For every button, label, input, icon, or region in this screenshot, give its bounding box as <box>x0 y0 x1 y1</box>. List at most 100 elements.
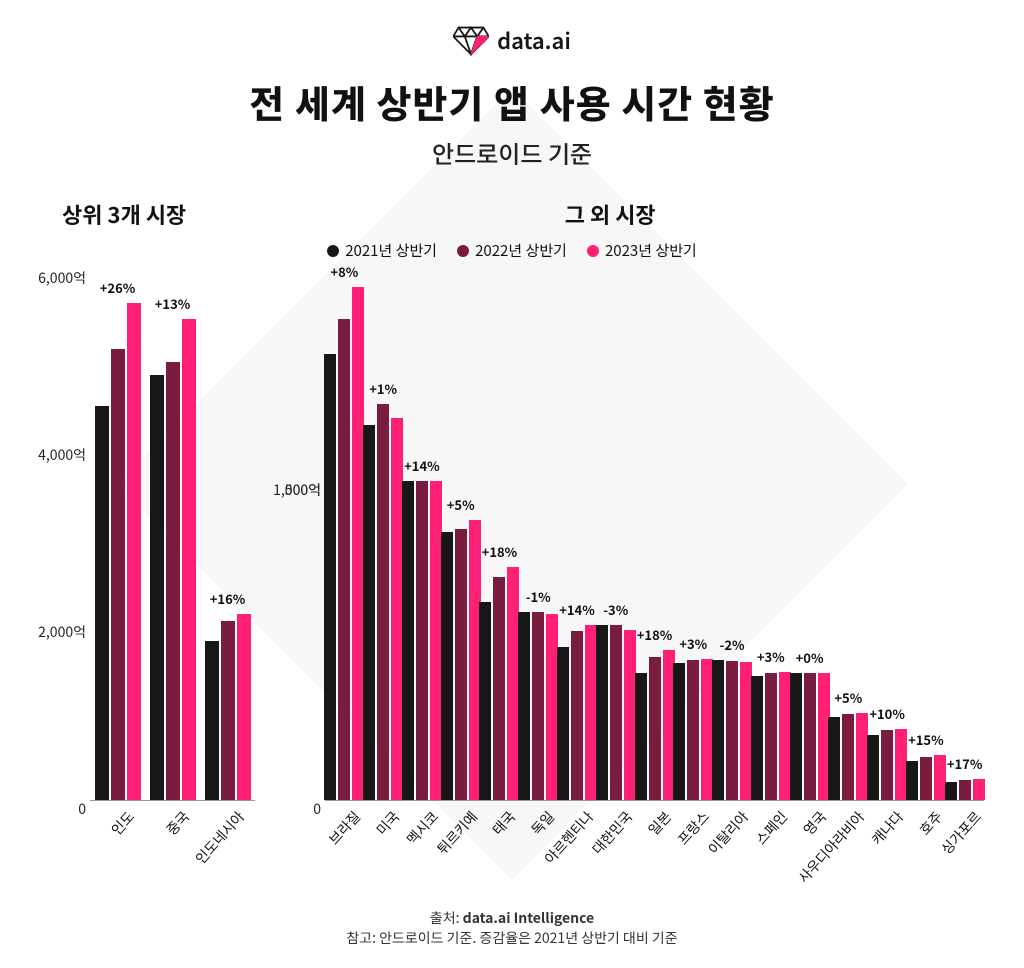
bar <box>324 354 336 800</box>
pct-label: +16% <box>198 589 258 608</box>
bar <box>338 319 350 800</box>
bar <box>867 735 879 800</box>
pct-label: +10% <box>857 704 917 723</box>
bar <box>182 319 196 800</box>
infographic: data.ai 전 세계 상반기 앱 사용 시간 현황 안드로이드 기준 상위 … <box>0 0 1024 968</box>
brand-label: data.ai <box>497 24 571 56</box>
x-label: 스페인 <box>751 807 792 849</box>
legend-label: 2021년 상반기 <box>345 240 437 261</box>
legend-dot <box>587 245 599 257</box>
y-tick-label: 1,000억 <box>265 480 321 500</box>
bar <box>765 673 777 800</box>
x-label: 튀르키예 <box>432 807 481 859</box>
bar-group <box>828 713 868 800</box>
bar <box>842 714 854 800</box>
bar <box>596 625 608 800</box>
right-section-label: 그 외 시장 <box>565 198 656 230</box>
x-label: 영국 <box>798 807 830 840</box>
bar <box>790 673 802 800</box>
pct-label: +17% <box>935 754 995 773</box>
bar <box>416 481 428 800</box>
bar <box>828 717 840 800</box>
bar-group <box>712 660 752 800</box>
x-label: 캐나다 <box>867 807 908 849</box>
bar <box>959 780 971 800</box>
bar-group <box>205 614 251 800</box>
bar <box>687 660 699 800</box>
bar <box>881 730 893 800</box>
footer: 출처: data.ai Intelligence 참고: 안드로이드 기준. 증… <box>0 908 1024 948</box>
bar <box>945 782 957 800</box>
bar <box>610 625 622 800</box>
legend-label: 2023년 상반기 <box>605 240 697 261</box>
bar <box>726 661 738 800</box>
legend-item: 2022년 상반기 <box>457 240 567 261</box>
bar <box>649 657 661 800</box>
pct-label: +14% <box>392 456 452 475</box>
x-label: 호주 <box>915 807 947 840</box>
x-label: 대한민국 <box>587 807 636 859</box>
pct-label: +13% <box>143 294 203 313</box>
right-chart: 0500억1,000억 +8%+1%+14%+5%+18%-1%+14%-3%+… <box>265 269 984 891</box>
page-title: 전 세계 상반기 앱 사용 시간 현황 <box>0 74 1024 129</box>
x-label: 태국 <box>488 807 520 840</box>
bar-group <box>150 319 196 800</box>
bar <box>751 676 763 800</box>
pct-label: +8% <box>314 262 374 281</box>
bar <box>518 612 530 800</box>
bar <box>920 757 932 800</box>
x-label: 독일 <box>527 807 559 840</box>
x-label: 싱가포르 <box>936 807 985 859</box>
page-subtitle: 안드로이드 기준 <box>0 135 1024 170</box>
bar-group <box>518 612 558 800</box>
bar <box>804 673 816 800</box>
left-chart: 02,000억4,000억6,000억 +26%+13%+16% 인도중국인도네… <box>30 269 255 891</box>
bar <box>712 660 724 800</box>
bar-group <box>635 650 675 800</box>
bar <box>377 404 389 800</box>
bar <box>455 529 467 800</box>
bar <box>635 673 647 800</box>
bar-group <box>441 520 481 800</box>
bar-group <box>596 625 636 800</box>
pct-label: +1% <box>353 379 413 398</box>
y-tick-label: 2,000억 <box>30 622 86 642</box>
x-label: 이탈리아 <box>704 807 753 859</box>
y-tick-label: 0 <box>265 799 321 819</box>
y-tick-label: 0 <box>30 799 86 819</box>
bar <box>906 761 918 801</box>
charts-row: 02,000억4,000억6,000억 +26%+13%+16% 인도중국인도네… <box>0 261 1024 891</box>
section-row: 상위 3개 시장 그 외 시장 <box>0 170 1024 230</box>
bar <box>441 532 453 800</box>
legend: 2021년 상반기 2022년 상반기 2023년 상반기 <box>327 240 697 261</box>
bar-group <box>751 672 791 800</box>
bar <box>363 425 375 800</box>
x-label: 인도네시아 <box>190 807 248 868</box>
bar <box>493 577 505 800</box>
footer-source: 출처: data.ai Intelligence <box>0 908 1024 928</box>
bar <box>111 349 125 800</box>
bar <box>532 612 544 800</box>
bar <box>95 406 109 800</box>
bar-group <box>95 303 141 800</box>
bar <box>205 641 219 800</box>
y-tick-label: 6,000억 <box>30 268 86 288</box>
bar <box>127 303 141 800</box>
bar <box>237 614 251 800</box>
legend-dot <box>457 245 469 257</box>
bar <box>479 602 491 800</box>
x-label: 인도 <box>106 807 138 840</box>
bar-group <box>324 287 364 800</box>
bar <box>973 779 985 800</box>
bar-group <box>945 779 985 800</box>
bar <box>673 663 685 800</box>
legend-dot <box>327 245 339 257</box>
y-tick-label: 4,000억 <box>30 445 86 465</box>
pct-label: +18% <box>469 542 529 561</box>
bar <box>557 647 569 800</box>
pct-label: +15% <box>896 730 956 749</box>
bar-group <box>402 481 442 800</box>
pct-label: -3% <box>586 600 646 619</box>
legend-item: 2023년 상반기 <box>587 240 697 261</box>
bar-group <box>557 625 597 800</box>
